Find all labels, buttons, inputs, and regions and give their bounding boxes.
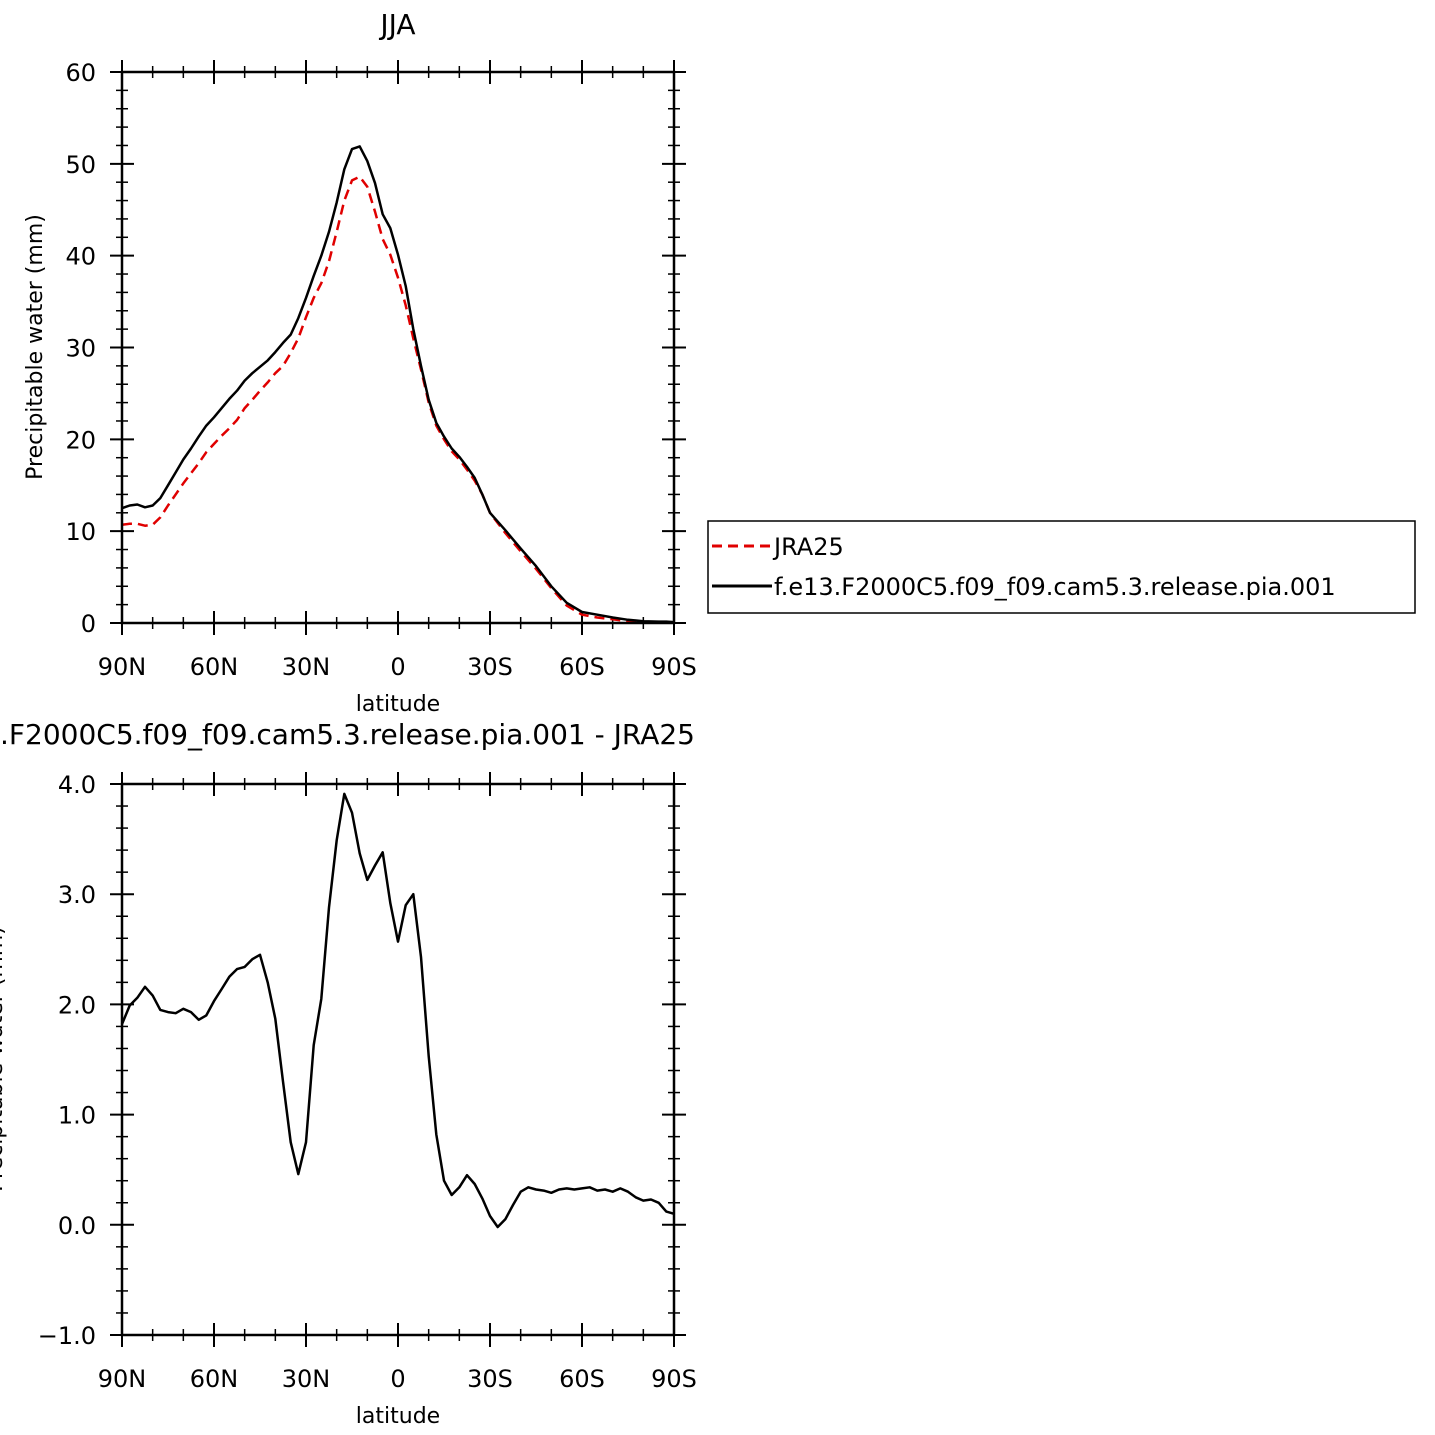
y-tick-label: 10	[65, 518, 96, 546]
x-tick-label: 90S	[651, 653, 697, 681]
legend-label-model: f.e13.F2000C5.f09_f09.cam5.3.release.pia…	[774, 573, 1336, 601]
y-tick-label: 1.0	[58, 1102, 96, 1130]
x-tick-label: 60S	[559, 1365, 605, 1393]
x-tick-label: 60N	[190, 653, 239, 681]
x-tick-label: 0	[390, 1365, 405, 1393]
bottom-y-tick-labels: −1.0 0.0 1.0 2.0 3.0 4.0	[38, 771, 96, 1350]
bottom-minor-ticks	[116, 778, 680, 1341]
bottom-series-lines	[120, 792, 675, 1229]
top-plot-frame	[120, 70, 676, 625]
top-panel: JJA 0 10 20 30 40 50 60 90N 60N 30N 0 30S 60S 90S la…	[23, 8, 697, 717]
y-tick-label: 50	[65, 151, 96, 179]
x-tick-label: 90N	[98, 653, 147, 681]
top-major-ticks	[110, 60, 686, 635]
bottom-y-axis-title: Precipitable water (mm)	[0, 926, 8, 1192]
top-x-axis-title: latitude	[356, 692, 440, 717]
y-tick-label: 2.0	[58, 991, 96, 1019]
top-minor-ticks	[116, 66, 680, 629]
series-line-1	[121, 145, 675, 624]
x-tick-label: 30S	[467, 1365, 513, 1393]
bottom-panel: .F2000C5.f09_f09.cam5.3.release.pia.001 …	[0, 718, 697, 1429]
x-tick-label: 0	[390, 653, 405, 681]
top-y-axis-title: Precipitable water (mm)	[23, 214, 48, 480]
top-series-lines	[121, 145, 675, 624]
series-line-0	[121, 175, 674, 624]
top-x-tick-labels: 90N 60N 30N 0 30S 60S 90S	[98, 653, 697, 681]
y-tick-label: 0	[81, 610, 96, 638]
y-tick-label: 0.0	[58, 1212, 96, 1240]
legend-label-jra25: JRA25	[772, 533, 844, 561]
x-tick-label: 30N	[282, 1365, 331, 1393]
x-tick-label: 60N	[190, 1365, 239, 1393]
series-line-0	[120, 792, 675, 1229]
legend: JRA25 f.e13.F2000C5.f09_f09.cam5.3.relea…	[707, 520, 1416, 614]
y-tick-label: 3.0	[58, 881, 96, 909]
top-y-tick-labels: 0 10 20 30 40 50 60	[65, 59, 96, 638]
y-tick-label: −1.0	[38, 1322, 96, 1350]
x-tick-label: 60S	[559, 653, 605, 681]
top-chart-title: JJA	[378, 8, 415, 41]
x-tick-label: 30S	[467, 653, 513, 681]
x-tick-label: 90N	[98, 1365, 147, 1393]
bottom-chart-title: .F2000C5.f09_f09.cam5.3.release.pia.001 …	[0, 718, 695, 751]
x-tick-label: 90S	[651, 1365, 697, 1393]
bottom-x-tick-labels: 90N 60N 30N 0 30S 60S 90S	[98, 1365, 697, 1393]
bottom-major-ticks	[110, 772, 686, 1347]
y-tick-label: 60	[65, 59, 96, 87]
bottom-x-axis-title: latitude	[356, 1404, 440, 1429]
y-tick-label: 30	[65, 335, 96, 363]
y-tick-label: 20	[65, 426, 96, 454]
legend-box	[707, 520, 1416, 614]
y-tick-label: 4.0	[58, 771, 96, 799]
bottom-plot-frame	[120, 782, 676, 1337]
y-tick-label: 40	[65, 243, 96, 271]
x-tick-label: 30N	[282, 653, 331, 681]
